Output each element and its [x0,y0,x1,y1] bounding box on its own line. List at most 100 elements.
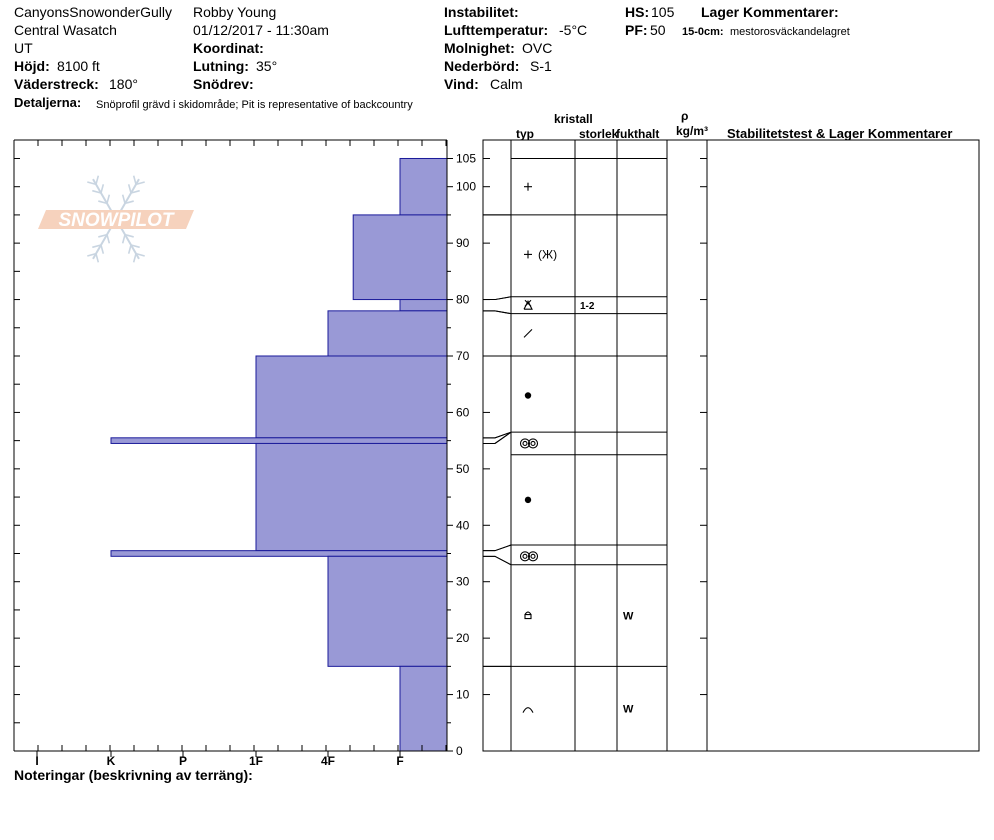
snowflake-icon [98,200,108,205]
decomposing-symbol [523,329,533,338]
profile-table [482,139,980,752]
snowflake-icon [135,181,145,186]
snowflake-icon [127,244,132,254]
range: Central Wasatch [14,22,117,38]
depth-tick-label: 40 [456,518,470,532]
melt-form-symbol [527,551,539,562]
snowflake-icon [92,189,102,194]
snowflake-icon [92,244,102,249]
melt-form-symbol [530,553,536,559]
crystal-symbol: (Ж) [524,247,557,261]
aspect-label: Väderstreck: [14,76,99,92]
layer-connector [483,310,512,315]
melt-form-symbol [519,438,531,449]
depth-tick-label: 10 [456,688,470,702]
wind-value: Calm [490,76,523,92]
sky-value: OVC [522,40,553,56]
depth-tick-label: 60 [456,405,470,419]
observer: Robby Young [193,4,277,20]
state: UT [14,40,33,56]
rounding-facet-symbol [524,611,532,615]
crystal-symbol [523,299,533,310]
snowflake-icon [100,184,105,194]
density-unit: kg/m³ [676,124,709,138]
melt-form-symbol [530,440,536,447]
hardness-bar [399,299,448,312]
snowflake-icon [95,253,100,263]
aspect-value: 180° [109,76,138,92]
depth-tick-label: 30 [456,575,470,589]
melt-form-symbol [527,438,539,449]
type-header: typ [516,127,534,141]
hs-label: HS: [625,4,650,20]
hardness-tick-label: 1F [249,754,263,768]
layer-comment-text: mestorosväckandelagret [730,26,850,38]
snowflake-icon [87,181,97,186]
depth-tick-label: 0 [456,744,463,758]
surface-hoar-symbol: (Ж) [538,247,557,261]
layer-connector [483,544,512,552]
melt-form-symbol [522,553,528,559]
hardness-bar [399,157,448,216]
datetime: 01/12/2017 - 11:30am [193,22,329,38]
hardness-tick-label: 4F [321,754,335,768]
snowflake-icon [130,244,140,249]
hardness-bar [327,555,448,667]
hardness-tick-label: I [35,754,38,768]
hardness-bar [255,442,448,552]
moisture-header: fukthalt [616,127,660,141]
rounded-grain-symbol [524,496,532,504]
snowflake-icon [124,233,134,238]
size-header: storlek [579,127,617,141]
surface-hoar-symbol [523,299,533,310]
depth-hoar-symbol [522,707,534,713]
snowflake-icon [87,252,97,257]
coord-label: Koordinat: [193,40,264,56]
pf-label: PF: [625,22,648,38]
snowflake-icon [121,234,126,244]
crystal-symbol [523,329,533,338]
hardness-bar [110,437,448,444]
layer-connector [483,431,512,444]
rounding-facet-symbol [524,614,532,620]
hardness-bar [255,355,448,439]
hardness-tick-label: P [179,754,187,768]
depth-tick-label: 90 [456,236,470,250]
crystal-symbol [524,392,532,399]
snowflake-icon [121,194,126,204]
crystal-symbol [522,707,534,713]
grain-size-value: 1-2 [580,301,595,312]
hardness-bar [399,665,448,752]
elevation-value: 8100 ft [57,58,100,74]
melt-form-symbol [519,551,531,562]
snowflake-icon [127,184,132,194]
rho-header: ρ [681,109,689,123]
layer-connector [483,431,512,439]
depth-tick-label: 70 [456,349,470,363]
layer-connector [483,555,512,566]
snowflake-icon [130,189,140,194]
depth-tick-label: 20 [456,631,470,645]
layer-comment-depth: 15-0cm: [682,26,724,38]
precip-value: S-1 [530,58,552,74]
crystal-symbol [524,496,532,504]
crystal-symbol [519,551,539,562]
moisture-value: W [623,704,634,716]
depth-tick-label: 100 [456,180,476,194]
logo-banner [38,210,194,229]
melt-form-symbol [522,440,528,447]
drift-label: Snödrev: [193,76,254,92]
crystal-symbol [524,182,532,191]
crystal-symbol [519,438,539,449]
logo-text: SNOWPILOT [58,210,174,231]
crystal-header: kristall [554,112,593,126]
depth-tick-label: 80 [456,293,470,307]
hardness-tick-label: K [107,754,116,768]
depth-tick-label: 50 [456,462,470,476]
snowflake-icon [132,253,137,263]
location: CanyonsSnowonderGully [14,4,172,20]
hardness-bar [352,214,448,301]
details-value: Snöprofil grävd i skidområde; Pit is rep… [96,99,413,111]
rounded-grain-symbol [524,392,532,399]
